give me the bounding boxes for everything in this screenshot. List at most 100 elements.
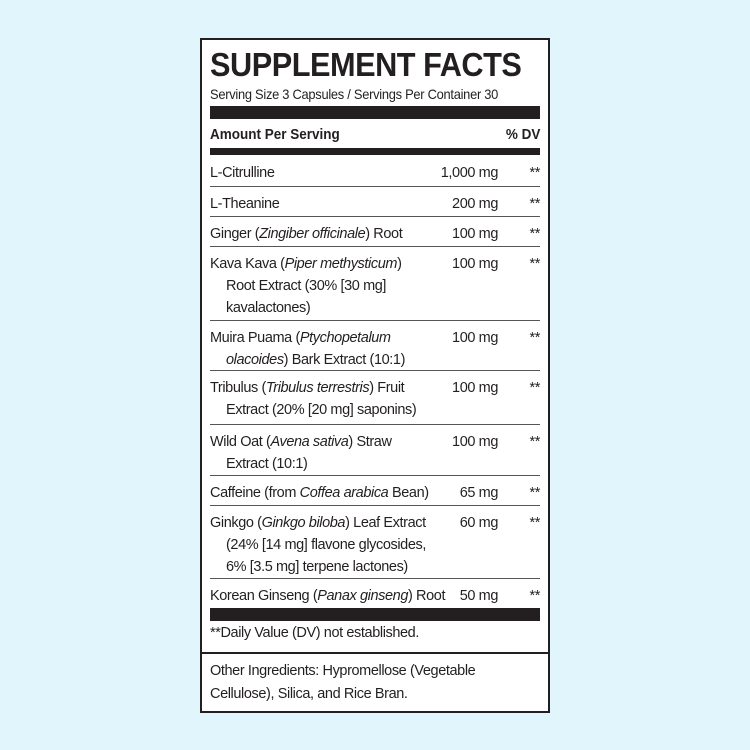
name-text: ) Bark Extract (10:1) xyxy=(283,352,406,368)
ingredient-name-line: L-Citrulline xyxy=(210,162,275,184)
ingredient-name-line: Korean Ginseng (Panax ginseng) Root xyxy=(210,585,445,607)
name-text: kavalactones) xyxy=(226,300,311,316)
ingredient-name: Wild Oat (Avena sativa) Straw Extract (10… xyxy=(210,431,392,475)
ingredient-name-line: Caffeine (from Coffea arabica Bean) xyxy=(210,482,429,504)
ingredient-name: Caffeine (from Coffea arabica Bean) xyxy=(210,482,429,504)
latin-name: olacoides xyxy=(226,352,284,368)
name-text: (24% [14 mg] flavone glycosides, xyxy=(226,537,426,553)
name-text: Root Extract (30% [30 mg] xyxy=(226,278,387,294)
name-text: L-Citrulline xyxy=(210,165,275,181)
ingredient-name-line: Kava Kava (Piper methysticum) xyxy=(210,253,402,275)
ingredient-name-line: Extract (10:1) xyxy=(210,453,392,475)
supplement-facts-panel: SUPPLEMENT FACTS Serving Size 3 Capsules… xyxy=(200,38,550,713)
ingredient-name-line: Ginger (Zingiber officinale) Root xyxy=(210,223,403,245)
ingredient-name-line: L-Theanine xyxy=(210,193,280,215)
name-text: ) Straw xyxy=(348,434,392,450)
name-text: Caffeine (from xyxy=(210,485,300,501)
table-row: Wild Oat (Avena sativa) Straw Extract (10… xyxy=(210,425,540,476)
name-text: Korean Ginseng ( xyxy=(210,588,318,604)
latin-name: Piper methysticum xyxy=(284,256,398,272)
ingredient-dv: ** xyxy=(529,256,541,272)
table-row: Tribulus (Tribulus terrestris) Fruit Extr… xyxy=(210,371,540,425)
name-text: ) Root xyxy=(365,226,403,242)
ingredient-name-line: kavalactones) xyxy=(210,297,402,319)
latin-name: Coffea arabica xyxy=(299,485,389,501)
ingredient-name-line: Extract (20% [20 mg] saponins) xyxy=(210,399,417,421)
ingredient-name-line: 6% [3.5 mg] terpene lactones) xyxy=(210,556,426,578)
ingredient-dv: ** xyxy=(529,515,541,531)
ingredient-name: Ginger (Zingiber officinale) Root xyxy=(210,223,403,245)
latin-name: Ptychopetalum xyxy=(299,330,391,346)
name-text: ) Leaf Extract xyxy=(345,515,426,531)
ingredient-amount: 100 mg xyxy=(452,330,498,346)
ingredient-amount: 60 mg xyxy=(459,515,499,531)
name-text: Wild Oat ( xyxy=(210,434,271,450)
ingredient-name: Tribulus (Tribulus terrestris) Fruit Extr… xyxy=(210,377,417,421)
ingredient-name: Kava Kava (Piper methysticum) Root Extrac… xyxy=(210,253,402,319)
ingredient-dv: ** xyxy=(529,434,541,450)
table-row: Ginger (Zingiber officinale) Root 100 mg *… xyxy=(210,217,540,247)
thick-divider-bottom xyxy=(210,608,540,621)
dv-footnote: **Daily Value (DV) not established. xyxy=(210,625,419,641)
serving-info: Serving Size 3 Capsules / Servings Per C… xyxy=(210,86,499,102)
ingredient-name-line: Muira Puama (Ptychopetalum xyxy=(210,327,405,349)
ingredient-name: L-Citrulline xyxy=(210,162,275,184)
name-text: Kava Kava ( xyxy=(210,256,285,272)
ingredient-name: Ginkgo (Ginkgo biloba) Leaf Extract (24% … xyxy=(210,512,426,578)
divider-line xyxy=(202,652,548,654)
name-text: ) xyxy=(397,256,402,272)
table-row: Muira Puama (Ptychopetalum olacoides) Bar… xyxy=(210,321,540,371)
ingredient-name-line: olacoides) Bark Extract (10:1) xyxy=(210,349,405,371)
table-row: L-Theanine 200 mg ** xyxy=(210,187,540,217)
name-text: ) Fruit xyxy=(369,380,405,396)
ingredient-name-line: Ginkgo (Ginkgo biloba) Leaf Extract xyxy=(210,512,426,534)
amount-per-serving-label: Amount Per Serving xyxy=(210,126,340,143)
ingredient-amount: 100 mg xyxy=(452,434,498,450)
ingredient-amount: 50 mg xyxy=(459,588,499,604)
table-row: Ginkgo (Ginkgo biloba) Leaf Extract (24% … xyxy=(210,506,540,579)
panel-title: SUPPLEMENT FACTS xyxy=(210,46,522,83)
ingredient-dv: ** xyxy=(529,330,541,346)
table-row: L-Citrulline 1,000 mg ** xyxy=(210,156,540,187)
medium-divider xyxy=(210,148,540,155)
latin-name: Ginkgo biloba xyxy=(261,515,346,531)
ingredient-dv: ** xyxy=(529,165,541,181)
ingredient-name-line: Root Extract (30% [30 mg] xyxy=(210,275,402,297)
ingredient-amount: 100 mg xyxy=(452,226,498,242)
ingredient-dv: ** xyxy=(529,196,541,212)
name-text: Tribulus ( xyxy=(210,380,266,396)
ingredient-dv: ** xyxy=(529,380,541,396)
name-text: Ginger ( xyxy=(210,226,260,242)
latin-name: Tribulus terrestris xyxy=(265,380,370,396)
ingredient-amount: 100 mg xyxy=(452,256,498,272)
ingredient-dv: ** xyxy=(529,485,541,501)
dv-label: % DV xyxy=(505,126,540,143)
name-text: 6% [3.5 mg] terpene lactones) xyxy=(226,559,408,575)
latin-name: Avena sativa xyxy=(270,434,349,450)
ingredient-amount: 100 mg xyxy=(452,380,498,396)
ingredient-name-line: Wild Oat (Avena sativa) Straw xyxy=(210,431,392,453)
ingredient-name: L-Theanine xyxy=(210,193,280,215)
table-row: Kava Kava (Piper methysticum) Root Extrac… xyxy=(210,247,540,321)
ingredient-amount: 65 mg xyxy=(459,485,499,501)
name-text: Extract (10:1) xyxy=(226,456,308,472)
ingredient-name-line: (24% [14 mg] flavone glycosides, xyxy=(210,534,426,556)
table-row: Korean Ginseng (Panax ginseng) Root 50 mg… xyxy=(210,579,540,607)
other-ingredients: Other Ingredients: Hypromellose (Vegetab… xyxy=(210,663,476,702)
ingredient-amount: 200 mg xyxy=(452,196,498,212)
table-row: Caffeine (from Coffea arabica Bean) 65 mg… xyxy=(210,476,540,506)
latin-name: Zingiber officinale xyxy=(259,226,366,242)
name-text: ) Root xyxy=(408,588,446,604)
name-text: Muira Puama ( xyxy=(210,330,300,346)
name-text: Extract (20% [20 mg] saponins) xyxy=(226,402,417,418)
name-text: Bean) xyxy=(388,485,429,501)
ingredient-dv: ** xyxy=(529,588,541,604)
ingredient-name: Muira Puama (Ptychopetalum olacoides) Bar… xyxy=(210,327,405,371)
thick-divider xyxy=(210,106,540,119)
ingredient-name-line: Tribulus (Tribulus terrestris) Fruit xyxy=(210,377,416,399)
name-text: Ginkgo ( xyxy=(210,515,262,531)
name-text: L-Theanine xyxy=(210,196,280,212)
latin-name: Panax ginseng xyxy=(317,588,408,604)
ingredient-dv: ** xyxy=(529,226,541,242)
ingredient-name: Korean Ginseng (Panax ginseng) Root xyxy=(210,585,445,607)
